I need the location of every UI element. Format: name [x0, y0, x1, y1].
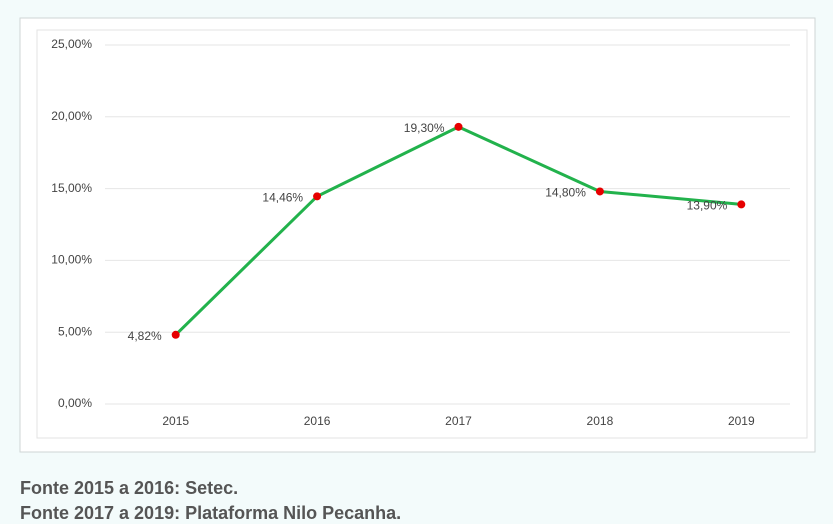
x-tick-label: 2016: [304, 414, 331, 428]
marker: [313, 192, 322, 201]
x-tick-label: 2017: [445, 414, 472, 428]
y-tick-label: 0,00%: [58, 396, 92, 410]
y-tick-label: 25,00%: [51, 37, 92, 51]
data-label: 14,46%: [262, 191, 303, 205]
data-label: 19,30%: [404, 121, 445, 135]
source-note: Fonte 2017 a 2019: Plataforma Nilo Pecan…: [20, 503, 402, 523]
chart-frame: [19, 17, 816, 453]
marker: [171, 330, 180, 339]
y-tick-label: 10,00%: [51, 253, 92, 267]
data-label: 13,90%: [687, 199, 728, 213]
plot-frame: [36, 29, 808, 439]
source-note: Fonte 2015 a 2016: Setec.: [20, 478, 239, 498]
chart: 0,00% 5,00% 10,00% 15,00% 20,00% 25,00% 2015 20…: [19, 17, 816, 453]
marker: [595, 187, 604, 196]
y-tick-label: 5,00%: [58, 324, 92, 338]
x-tick-label: 2019: [728, 414, 755, 428]
x-tick-label: 2015: [162, 414, 189, 428]
data-label: 4,82%: [128, 329, 162, 343]
x-tick-label: 2018: [587, 414, 614, 428]
marker: [454, 122, 463, 131]
y-tick-label: 15,00%: [51, 181, 92, 195]
data-label: 14,80%: [545, 186, 586, 200]
marker: [737, 200, 746, 209]
y-tick-label: 20,00%: [51, 109, 92, 123]
